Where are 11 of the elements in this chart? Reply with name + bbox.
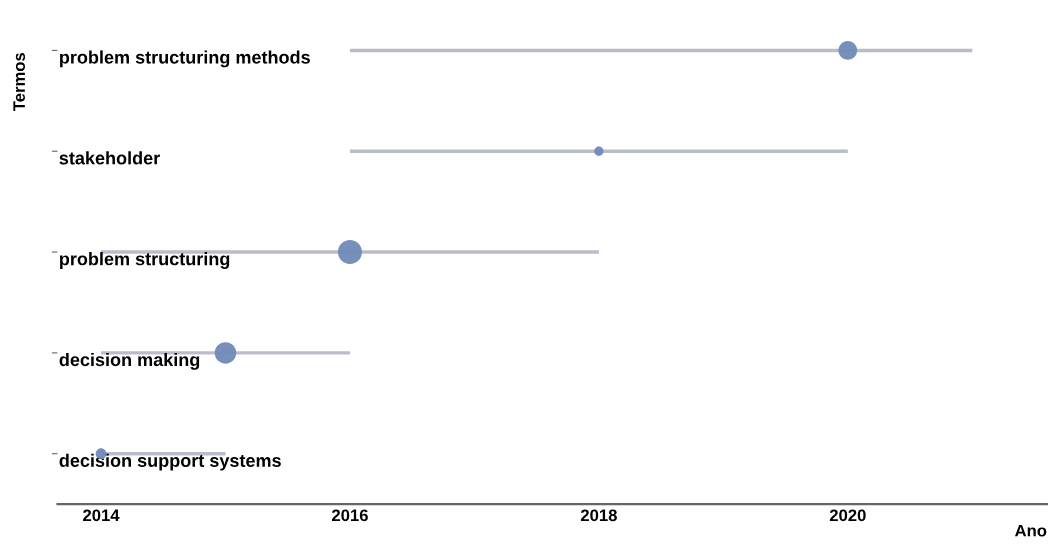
x-axis-title: Ano [1014, 524, 1047, 537]
y-tick-label: decision support systems [59, 453, 281, 471]
y-tick-label: decision making [59, 352, 200, 370]
x-tick-label: 2014 [83, 509, 120, 522]
y-tick-label: problem structuring methods [60, 50, 310, 68]
x-tick-label: 2016 [332, 509, 368, 522]
y-tick-label: problem structuring [60, 252, 230, 269]
y-tick-label: stakeholder [59, 151, 160, 165]
x-tick-label: 2020 [829, 509, 866, 522]
x-tick-label: 2018 [580, 509, 617, 522]
y-axis-title: Termos [13, 52, 26, 112]
